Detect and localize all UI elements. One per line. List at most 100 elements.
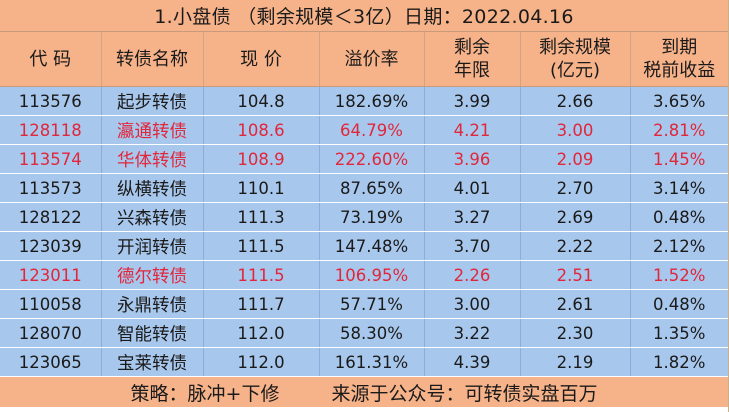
header-price-label: 现 价 [240, 48, 282, 70]
premium-cell: 57.71% [318, 289, 424, 319]
remaining-size-cell: 2.09 [519, 144, 630, 174]
table-row: 123039 开润转债 111.5 147.48% 3.70 2.22 2.12% [0, 231, 728, 261]
remaining-years-cell: 4.21 [423, 115, 520, 145]
bond-name-cell: 纵横转债 [100, 173, 203, 203]
premium-cell: 182.69% [318, 86, 424, 116]
table-row: 113574 华体转债 108.9 222.60% 3.96 2.09 1.45% [0, 144, 728, 174]
price-cell: 104.8 [202, 86, 319, 116]
pretax-yield-cell: 1.35% [629, 318, 728, 348]
bond-code-cell: 113574 [0, 144, 101, 174]
remaining-size-cell: 2.66 [519, 86, 630, 116]
header-remaining-years-line2: 年限 [454, 60, 490, 81]
bond-code-cell: 128070 [0, 318, 101, 348]
price-cell: 112.0 [202, 347, 319, 377]
bond-code-cell: 128118 [0, 115, 101, 145]
table-row: 110058 永鼎转债 111.7 57.71% 3.00 2.61 0.48% [0, 289, 728, 319]
premium-cell: 64.79% [318, 115, 424, 145]
remaining-years-cell: 3.22 [423, 318, 520, 348]
header-premium-label: 溢价率 [344, 48, 399, 70]
header-bond-name-label: 转债名称 [116, 48, 188, 70]
remaining-size-cell: 2.70 [519, 173, 630, 203]
header-premium: 溢价率 [318, 32, 424, 87]
premium-cell: 58.30% [318, 318, 424, 348]
remaining-years-cell: 3.99 [423, 86, 520, 116]
pretax-yield-cell: 1.52% [629, 260, 728, 290]
price-cell: 112.0 [202, 318, 319, 348]
price-cell: 110.1 [202, 173, 319, 203]
bond-name-cell: 开润转债 [100, 231, 203, 261]
remaining-size-cell: 2.69 [519, 202, 630, 232]
pretax-yield-cell: 0.48% [629, 202, 728, 232]
header-code: 代 码 [0, 32, 101, 87]
bond-name-cell: 永鼎转债 [100, 289, 203, 319]
premium-cell: 147.48% [318, 231, 424, 261]
bond-code-cell: 113573 [0, 173, 101, 203]
remaining-years-cell: 2.26 [423, 260, 520, 290]
footer-strategy: 策略：脉冲+下修 [130, 382, 280, 405]
header-bond-name: 转债名称 [100, 32, 203, 87]
table-title: 1.小盘债 （剩余规模＜3亿）日期：2022.04.16 [0, 0, 728, 32]
price-cell: 108.6 [202, 115, 319, 145]
pretax-yield-cell: 1.45% [629, 144, 728, 174]
premium-cell: 222.60% [318, 144, 424, 174]
header-remaining-size: 剩余规模 (亿元) [519, 32, 630, 87]
pretax-yield-cell: 2.81% [629, 115, 728, 145]
bond-code-cell: 123065 [0, 347, 101, 377]
bond-name-cell: 兴森转债 [100, 202, 203, 232]
table-footer: 策略：脉冲+下修 来源于公众号：可转债实盘百万 [0, 377, 728, 407]
footer-source: 来源于公众号：可转债实盘百万 [331, 382, 598, 405]
remaining-size-cell: 2.30 [519, 318, 630, 348]
table-row: 123011 德尔转债 111.5 106.95% 2.26 2.51 1.52% [0, 260, 728, 290]
header-remaining-years: 剩余 年限 [423, 32, 520, 87]
bond-code-cell: 113576 [0, 86, 101, 116]
convertible-bond-table: 代 码 转债名称 现 价 溢价率 剩余 年限 剩余规模 (亿元) 到期 税前收益… [0, 32, 728, 377]
remaining-size-cell: 2.19 [519, 347, 630, 377]
table-row: 113576 起步转债 104.8 182.69% 3.99 2.66 3.65% [0, 86, 728, 116]
remaining-size-cell: 2.51 [519, 260, 630, 290]
table-row: 128118 瀛通转债 108.6 64.79% 4.21 3.00 2.81% [0, 115, 728, 145]
bond-name-cell: 宝莱转债 [100, 347, 203, 377]
remaining-years-cell: 3.70 [423, 231, 520, 261]
price-cell: 108.9 [202, 144, 319, 174]
remaining-size-cell: 2.22 [519, 231, 630, 261]
premium-cell: 161.31% [318, 347, 424, 377]
pretax-yield-cell: 3.65% [629, 86, 728, 116]
pretax-yield-cell: 0.48% [629, 289, 728, 319]
header-remaining-size-line1: 剩余规模 [539, 37, 611, 58]
table-body: 113576 起步转债 104.8 182.69% 3.99 2.66 3.65% 12811… [0, 86, 728, 377]
header-remaining-years-line1: 剩余 [454, 37, 490, 58]
premium-cell: 87.65% [318, 173, 424, 203]
remaining-years-cell: 3.27 [423, 202, 520, 232]
table-row: 113573 纵横转债 110.1 87.65% 4.01 2.70 3.14% [0, 173, 728, 203]
header-pretax-yield-line1: 到期 [661, 37, 698, 58]
header-remaining-size-line2: (亿元) [549, 60, 601, 81]
header-row: 代 码 转债名称 现 价 溢价率 剩余 年限 剩余规模 (亿元) 到期 税前收益 [0, 32, 728, 87]
bond-name-cell: 智能转债 [100, 318, 203, 348]
bond-name-cell: 华体转债 [100, 144, 203, 174]
bond-code-cell: 128122 [0, 202, 101, 232]
premium-cell: 73.19% [318, 202, 424, 232]
price-cell: 111.5 [202, 231, 319, 261]
bond-name-cell: 瀛通转债 [100, 115, 203, 145]
remaining-years-cell: 4.39 [423, 347, 520, 377]
remaining-size-cell: 2.61 [519, 289, 630, 319]
table-row: 123065 宝莱转债 112.0 161.31% 4.39 2.19 1.82% [0, 347, 728, 377]
header-code-label: 代 码 [29, 48, 72, 70]
remaining-years-cell: 3.96 [423, 144, 520, 174]
price-cell: 111.7 [202, 289, 319, 319]
pretax-yield-cell: 3.14% [629, 173, 728, 203]
header-price: 现 价 [202, 32, 319, 87]
table-row: 128122 兴森转债 111.3 73.19% 3.27 2.69 0.48% [0, 202, 728, 232]
bond-name-cell: 德尔转债 [100, 260, 203, 290]
header-pretax-yield-line2: 税前收益 [643, 60, 716, 81]
pretax-yield-cell: 1.82% [629, 347, 728, 377]
remaining-years-cell: 3.00 [423, 289, 520, 319]
bond-name-cell: 起步转债 [100, 86, 203, 116]
bond-code-cell: 110058 [0, 289, 101, 319]
table-row: 128070 智能转债 112.0 58.30% 3.22 2.30 1.35% [0, 318, 728, 348]
premium-cell: 106.95% [318, 260, 424, 290]
price-cell: 111.5 [202, 260, 319, 290]
pretax-yield-cell: 2.12% [629, 231, 728, 261]
remaining-years-cell: 4.01 [423, 173, 520, 203]
